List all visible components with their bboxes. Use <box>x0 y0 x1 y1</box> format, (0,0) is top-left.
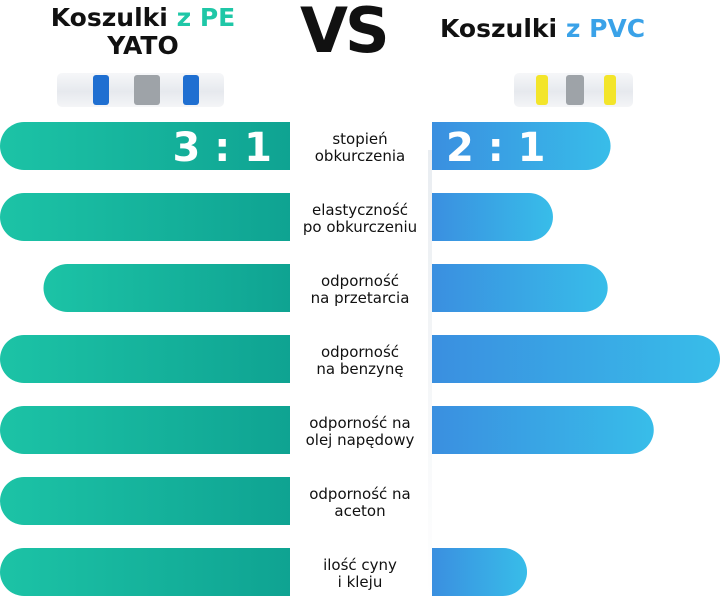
pvc-bar <box>432 122 611 170</box>
category-label: ilość cyny i kleju <box>323 556 397 591</box>
sleeve-metal-core <box>566 75 584 105</box>
left-title-accent: z PE <box>176 3 236 32</box>
sleeve-metal-core <box>134 75 160 105</box>
category-label: odporność na olej napędowy <box>306 414 415 449</box>
left-title-word: Koszulki <box>50 3 168 32</box>
pe-bar <box>0 548 290 596</box>
category-label: odporność na przetarcia <box>311 272 410 307</box>
pvc-bar <box>432 335 720 383</box>
left-title: Koszulki z PE YATO <box>8 4 278 60</box>
center-divider <box>428 150 432 598</box>
pvc-sleeve-image <box>514 73 633 107</box>
pvc-bar <box>432 264 608 312</box>
right-title: Koszulki z PVC <box>440 14 645 43</box>
left-title-brand: YATO <box>107 31 179 60</box>
pe-bar <box>0 406 290 454</box>
pvc-bar <box>432 406 654 454</box>
pvc-ratio-label: 2 : 1 <box>446 125 546 171</box>
right-title-accent: z PVC <box>565 14 646 43</box>
category-label: elastyczność po obkurczeniu <box>303 201 417 236</box>
pe-bar <box>0 122 290 170</box>
pe-bar <box>43 264 290 312</box>
pe-ratio-label: 3 : 1 <box>172 125 272 171</box>
pvc-bar <box>432 548 528 596</box>
pvc-bar <box>432 193 553 241</box>
pe-bar <box>0 335 290 383</box>
pe-bar <box>0 477 290 525</box>
sleeve-band-left <box>93 75 109 105</box>
vs-label: VS <box>300 0 390 67</box>
sleeve-band-left <box>536 75 548 105</box>
right-title-word: Koszulki <box>440 14 558 43</box>
category-label: odporność na aceton <box>309 485 411 520</box>
pe-sleeve-image <box>57 73 224 107</box>
category-label: odporność na benzynę <box>316 343 403 378</box>
category-label: stopień obkurczenia <box>315 130 405 165</box>
sleeve-band-right <box>604 75 616 105</box>
pe-bar <box>0 193 290 241</box>
sleeve-band-right <box>183 75 199 105</box>
